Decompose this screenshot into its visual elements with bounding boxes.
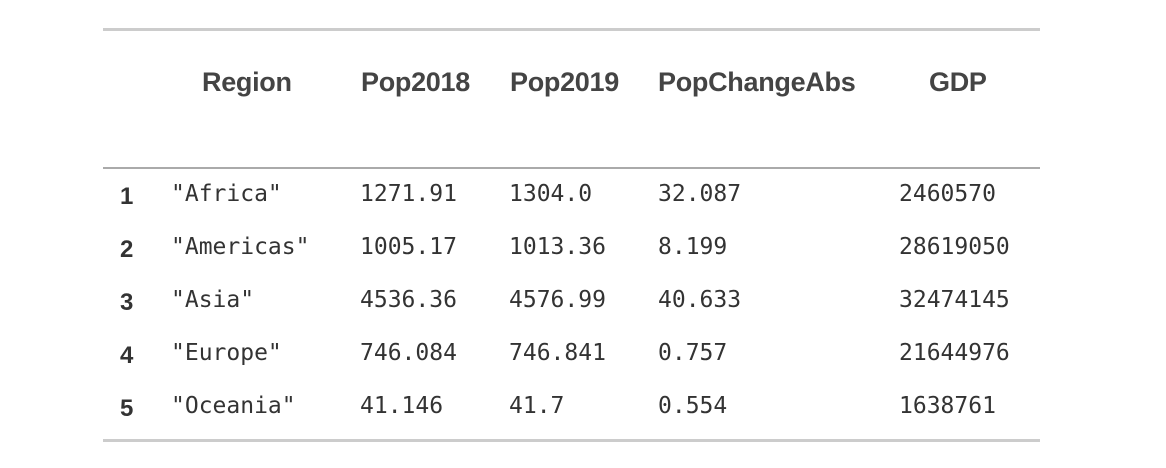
table-top-rule — [103, 28, 1040, 31]
table-bottom-rule — [103, 439, 1040, 442]
row-index: 2 — [120, 236, 134, 263]
cell-region: "Africa" — [171, 181, 282, 207]
cell-region: "Asia" — [171, 287, 255, 313]
column-header-pop2018: Pop2018 — [361, 67, 470, 97]
row-index: 4 — [120, 342, 134, 369]
cell-pop2018: 746.084 — [360, 340, 457, 366]
cell-pop2019: 1304.0 — [509, 181, 593, 207]
cell-pop2019: 746.841 — [509, 340, 606, 366]
table-row: 3 "Asia" 4536.36 4576.99 40.633 32474145 — [103, 275, 1040, 328]
cell-popchangeabs: 0.757 — [658, 340, 728, 366]
cell-gdp: 32474145 — [899, 287, 1010, 313]
row-index: 5 — [120, 395, 134, 422]
table-row: 5 "Oceania" 41.146 41.7 0.554 1638761 — [103, 381, 1040, 434]
table-row: 2 "Americas" 1005.17 1013.36 8.199 28619… — [103, 222, 1040, 275]
cell-gdp: 2460570 — [899, 181, 996, 207]
cell-popchangeabs: 8.199 — [658, 234, 728, 260]
data-table: Region Pop2018 Pop2019 PopChangeAbs GDP … — [103, 28, 1040, 442]
cell-gdp: 28619050 — [899, 234, 1010, 260]
row-index: 3 — [120, 289, 134, 316]
cell-gdp: 21644976 — [899, 340, 1010, 366]
cell-pop2018: 1271.91 — [360, 181, 457, 207]
column-header-region: Region — [202, 67, 292, 97]
table-body: 1 "Africa" 1271.91 1304.0 32.087 2460570… — [103, 169, 1040, 439]
table-header-rule — [103, 167, 1040, 169]
column-header-popchangeabs: PopChangeAbs — [658, 67, 856, 97]
table-header: Region Pop2018 Pop2019 PopChangeAbs GDP — [103, 31, 1040, 167]
cell-popchangeabs: 40.633 — [658, 287, 742, 313]
cell-pop2018: 4536.36 — [360, 287, 457, 313]
cell-pop2019: 41.7 — [509, 393, 565, 419]
cell-region: "Europe" — [171, 340, 282, 366]
cell-pop2019: 1013.36 — [509, 234, 606, 260]
column-header-gdp: GDP — [929, 67, 987, 97]
table-row: 4 "Europe" 746.084 746.841 0.757 2164497… — [103, 328, 1040, 381]
cell-pop2018: 41.146 — [360, 393, 444, 419]
cell-popchangeabs: 32.087 — [658, 181, 742, 207]
cell-region: "Oceania" — [171, 393, 296, 419]
row-index: 1 — [120, 183, 134, 210]
cell-pop2018: 1005.17 — [360, 234, 457, 260]
cell-popchangeabs: 0.554 — [658, 393, 728, 419]
cell-gdp: 1638761 — [899, 393, 996, 419]
column-header-pop2019: Pop2019 — [510, 67, 619, 97]
table-row: 1 "Africa" 1271.91 1304.0 32.087 2460570 — [103, 169, 1040, 222]
cell-pop2019: 4576.99 — [509, 287, 606, 313]
cell-region: "Americas" — [171, 234, 310, 260]
